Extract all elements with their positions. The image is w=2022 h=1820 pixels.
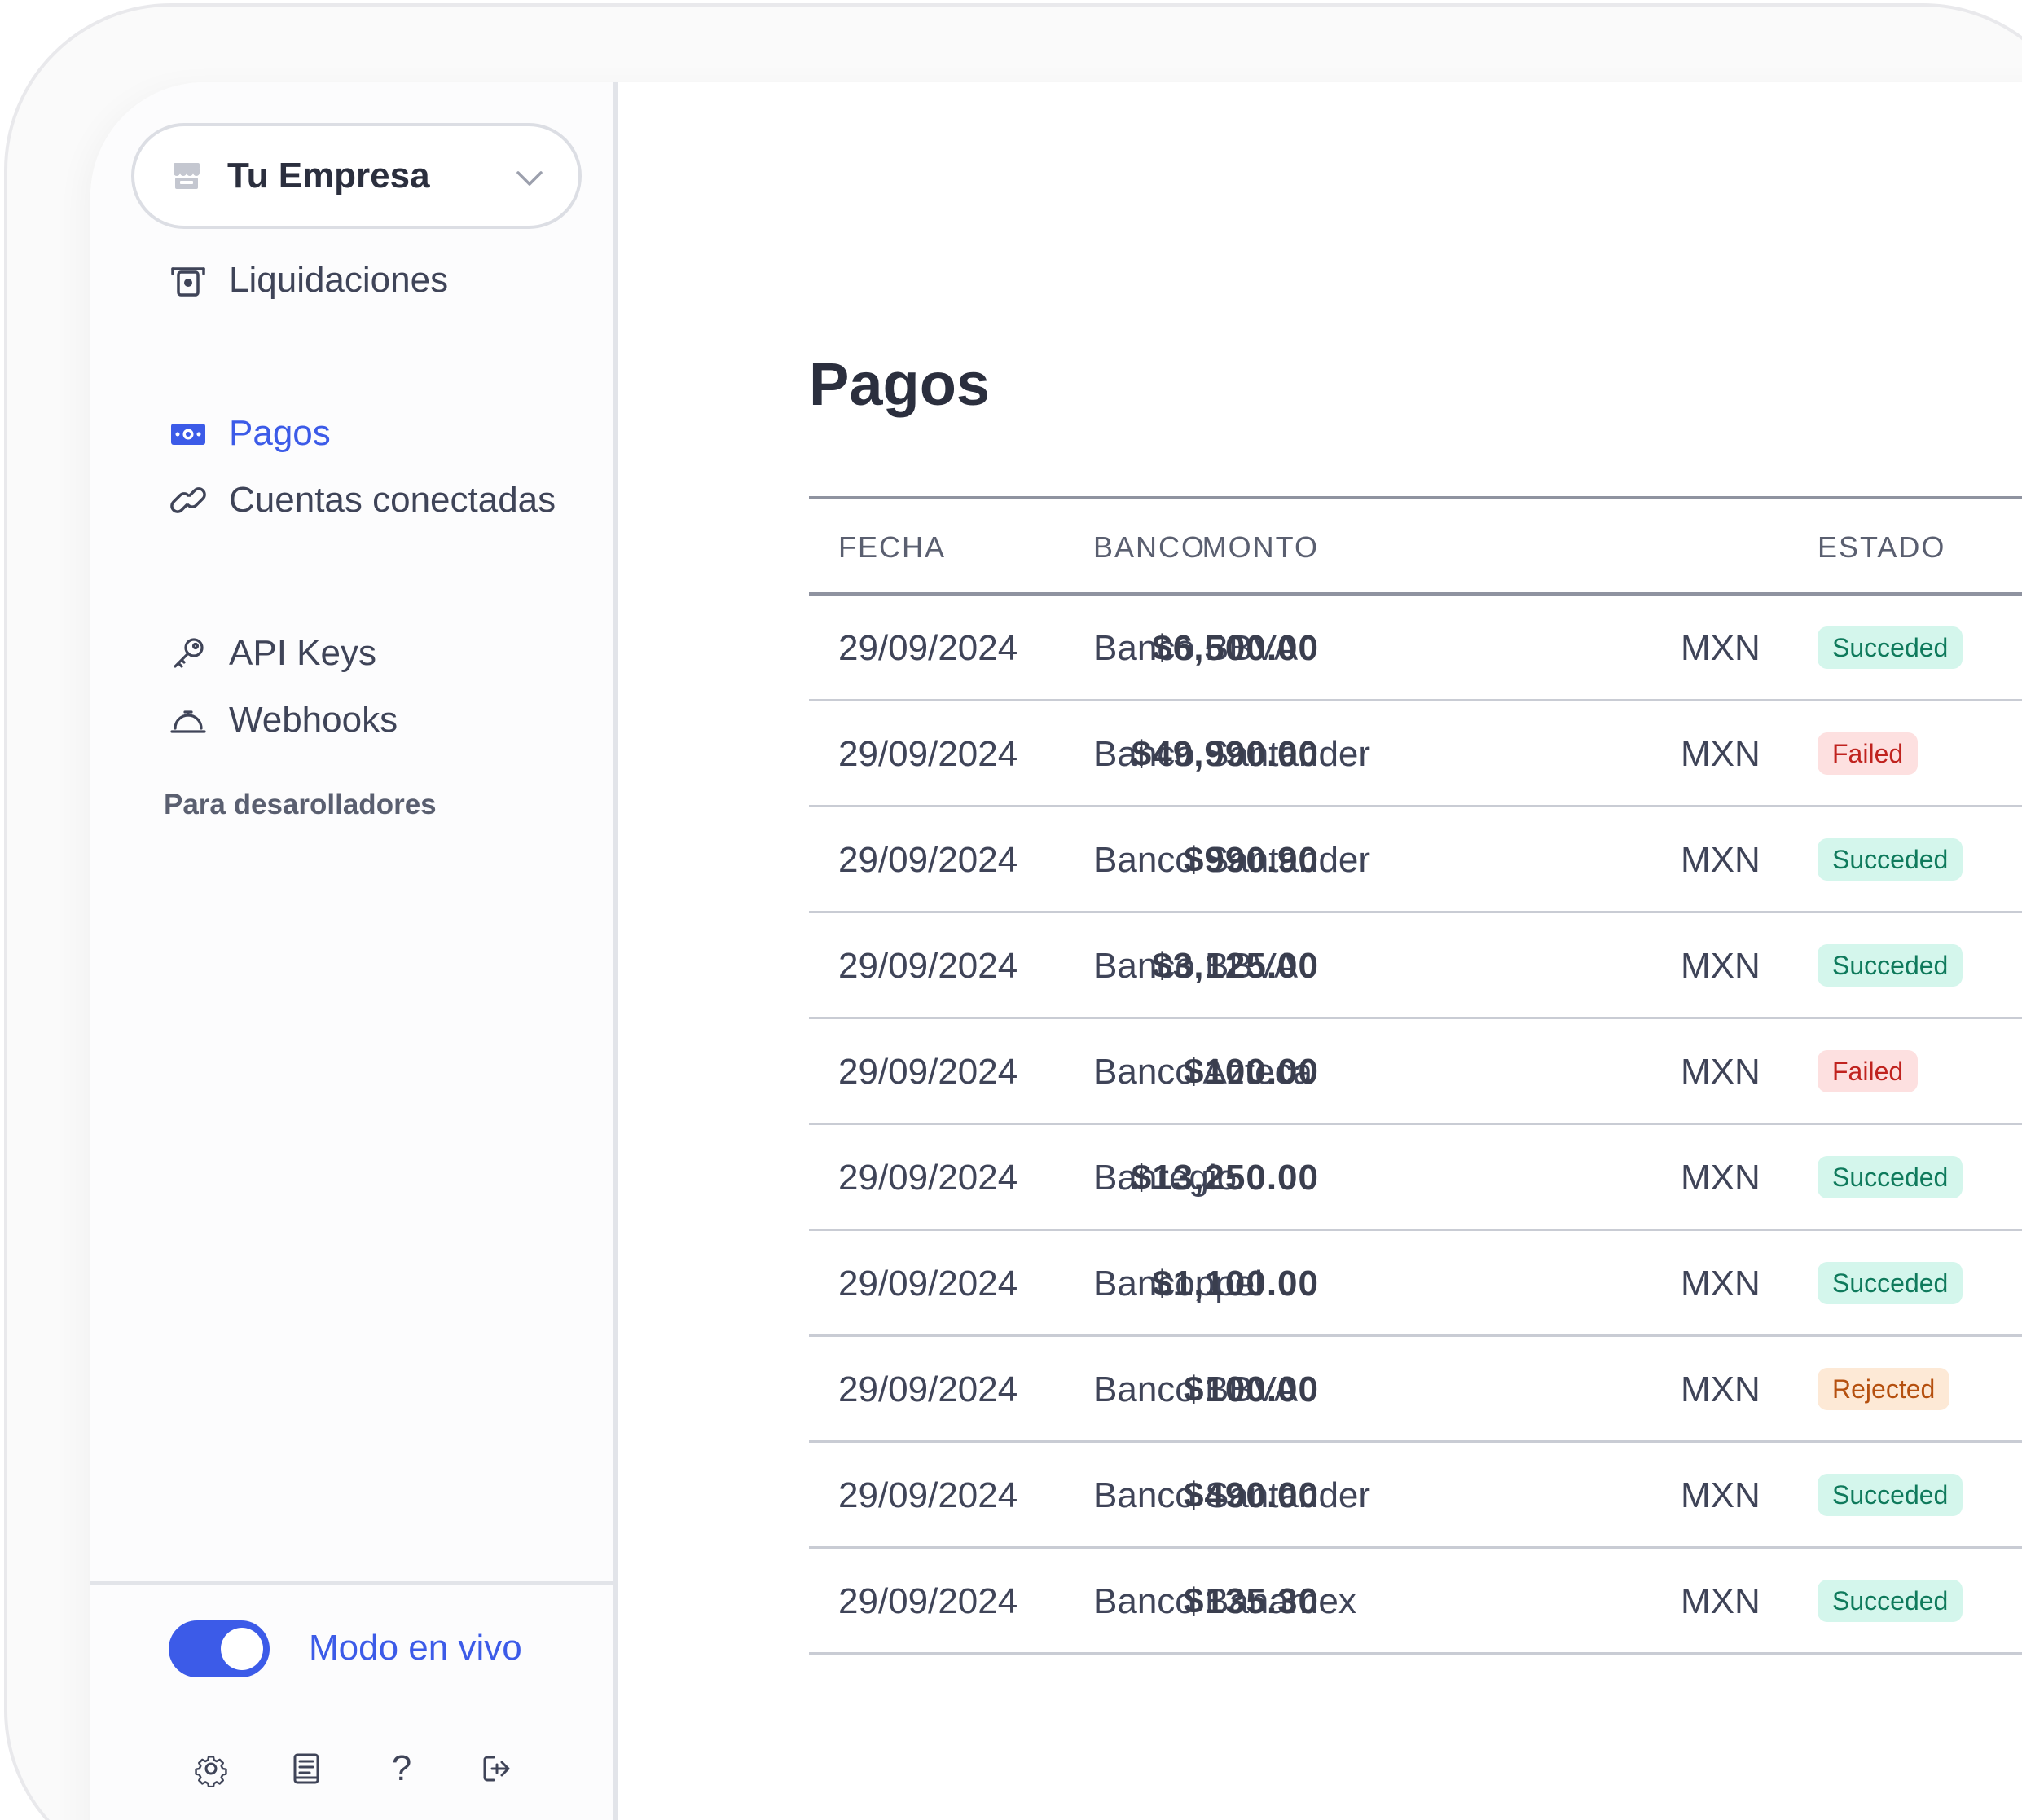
cell-moneda: MXN — [1681, 1158, 1760, 1198]
cell-banco: Banco Azteca — [1093, 1052, 1313, 1092]
status-badge: Succeded — [1818, 1580, 1963, 1622]
status-badge: Succeded — [1818, 1262, 1963, 1304]
table-row[interactable]: 29/09/2024 Banco Azteca $100.00 MXN Fail… — [809, 1019, 2022, 1125]
cell-monto: $6,500.00 — [1152, 628, 1319, 668]
cell-banco: Banco Banamex — [1093, 1581, 1356, 1621]
cell-fecha: 29/09/2024 — [838, 1369, 1018, 1409]
status-badge: Succeded — [1818, 626, 1963, 669]
toggle-knob — [221, 1628, 263, 1670]
status-badge: Succeded — [1818, 944, 1963, 987]
sidebar: Tu Empresa Liquidaciones — [90, 82, 618, 1820]
cell-monto: $100.00 — [1183, 1369, 1319, 1409]
cell-banco: Banco Santander — [1093, 1475, 1371, 1515]
sidebar-item-label: API Keys — [229, 633, 376, 673]
status-badge: Succeded — [1818, 1474, 1963, 1516]
cell-fecha: 29/09/2024 — [838, 628, 1018, 668]
cell-fecha: 29/09/2024 — [838, 1475, 1018, 1515]
cell-moneda: MXN — [1681, 1052, 1760, 1092]
company-selector[interactable]: Tu Empresa — [131, 123, 582, 229]
cell-monto: $1,100.00 — [1152, 1264, 1319, 1303]
docs-icon[interactable] — [288, 1751, 324, 1787]
cell-banco: Bancoppel — [1093, 1264, 1263, 1303]
main-content: Pagos FECHA BANCO MONTO ESTADO 29/09/202… — [618, 82, 2022, 1820]
sidebar-item-label: Pagos — [229, 413, 331, 453]
table-row[interactable]: 29/09/2024 Banco Santander $990.90 MXN S… — [809, 807, 2022, 913]
cell-moneda: MXN — [1681, 1475, 1760, 1515]
cell-moneda: MXN — [1681, 1369, 1760, 1409]
key-icon — [169, 634, 208, 673]
cell-moneda: MXN — [1681, 840, 1760, 880]
sidebar-item-cuentas-conectadas[interactable]: Cuentas conectadas — [169, 480, 556, 521]
company-name: Tu Empresa — [227, 156, 430, 196]
column-header-monto[interactable]: MONTO — [1202, 530, 1319, 564]
sidebar-divider — [90, 1581, 613, 1585]
cell-moneda: MXN — [1681, 734, 1760, 774]
cell-monto: $13,250.00 — [1131, 1158, 1319, 1198]
status-badge: Succeded — [1818, 838, 1963, 881]
live-mode-toggle[interactable] — [169, 1620, 270, 1677]
table-row[interactable]: 29/09/2024 Banregio $13,250.00 MXN Succe… — [809, 1125, 2022, 1231]
cell-fecha: 29/09/2024 — [838, 1264, 1018, 1303]
sidebar-item-pagos[interactable]: Pagos — [169, 413, 331, 454]
cell-monto: $100.00 — [1183, 1052, 1319, 1092]
cell-fecha: 29/09/2024 — [838, 1158, 1018, 1198]
banknote-icon — [169, 414, 208, 453]
table-row[interactable]: 29/09/2024 Bancoppel $1,100.00 MXN Succe… — [809, 1231, 2022, 1337]
table-row[interactable]: 29/09/2024 Banco Santander $49,990.00 MX… — [809, 701, 2022, 807]
cash-register-icon — [169, 261, 208, 300]
cell-fecha: 29/09/2024 — [838, 1581, 1018, 1621]
app-window: Tu Empresa Liquidaciones — [90, 82, 2022, 1820]
help-icon[interactable]: ? — [391, 1748, 412, 1788]
chevron-down-icon — [515, 164, 544, 193]
link-icon — [169, 481, 208, 520]
cell-banco: Banco BBVA — [1093, 946, 1299, 986]
table-row[interactable]: 29/09/2024 Banco Santander $490.00 MXN S… — [809, 1443, 2022, 1549]
table-row[interactable]: 29/09/2024 Banco BBVA $6,500.00 MXN Succ… — [809, 596, 2022, 701]
logout-icon[interactable] — [479, 1751, 515, 1787]
gear-icon[interactable] — [193, 1751, 229, 1787]
store-icon — [170, 160, 203, 192]
sidebar-item-liquidaciones[interactable]: Liquidaciones — [169, 260, 448, 301]
cell-moneda: MXN — [1681, 946, 1760, 986]
cell-moneda: MXN — [1681, 1581, 1760, 1621]
column-header-banco[interactable]: BANCO — [1093, 530, 1207, 564]
sidebar-item-webhooks[interactable]: Webhooks — [169, 700, 398, 741]
cell-banco: Banco BBVA — [1093, 1369, 1299, 1409]
cell-monto: $135.30 — [1183, 1581, 1319, 1621]
cell-monto: $3,125.00 — [1152, 946, 1319, 986]
bell-icon — [169, 701, 208, 740]
cell-fecha: 29/09/2024 — [838, 1052, 1018, 1092]
table-row[interactable]: 29/09/2024 Banco BBVA $3,125.00 MXN Succ… — [809, 913, 2022, 1019]
column-header-estado[interactable]: ESTADO — [1818, 530, 1946, 564]
cell-fecha: 29/09/2024 — [838, 734, 1018, 774]
status-badge: Succeded — [1818, 1156, 1963, 1198]
column-header-fecha[interactable]: FECHA — [838, 530, 947, 564]
cell-monto: $490.00 — [1183, 1475, 1319, 1515]
sidebar-item-label: Cuentas conectadas — [229, 480, 556, 520]
sidebar-item-label: Liquidaciones — [229, 260, 449, 300]
page-title: Pagos — [809, 350, 991, 418]
status-badge: Rejected — [1818, 1368, 1950, 1410]
status-badge: Failed — [1818, 732, 1919, 775]
cell-fecha: 29/09/2024 — [838, 840, 1018, 880]
cell-moneda: MXN — [1681, 628, 1760, 668]
developers-section-label: Para desarolladores — [164, 789, 437, 820]
sidebar-item-api-keys[interactable]: API Keys — [169, 633, 376, 674]
cell-monto: $49,990.00 — [1131, 734, 1319, 774]
sidebar-item-label: Webhooks — [229, 700, 398, 740]
table-row[interactable]: 29/09/2024 Banco BBVA $100.00 MXN Reject… — [809, 1337, 2022, 1443]
cell-moneda: MXN — [1681, 1264, 1760, 1303]
table-header: FECHA BANCO MONTO ESTADO — [809, 496, 2022, 596]
table-row[interactable]: 29/09/2024 Banco Banamex $135.30 MXN Suc… — [809, 1549, 2022, 1655]
payments-table: FECHA BANCO MONTO ESTADO 29/09/2024 Banc… — [809, 496, 2022, 1655]
cell-monto: $990.90 — [1183, 840, 1319, 880]
live-mode-label: Modo en vivo — [309, 1628, 522, 1668]
cell-fecha: 29/09/2024 — [838, 946, 1018, 986]
cell-banco: Banco Santander — [1093, 734, 1371, 774]
cell-banco: Banregio — [1093, 1158, 1237, 1198]
cell-banco: Banco BBVA — [1093, 628, 1299, 668]
cell-banco: Banco Santander — [1093, 840, 1371, 880]
status-badge: Failed — [1818, 1050, 1919, 1092]
